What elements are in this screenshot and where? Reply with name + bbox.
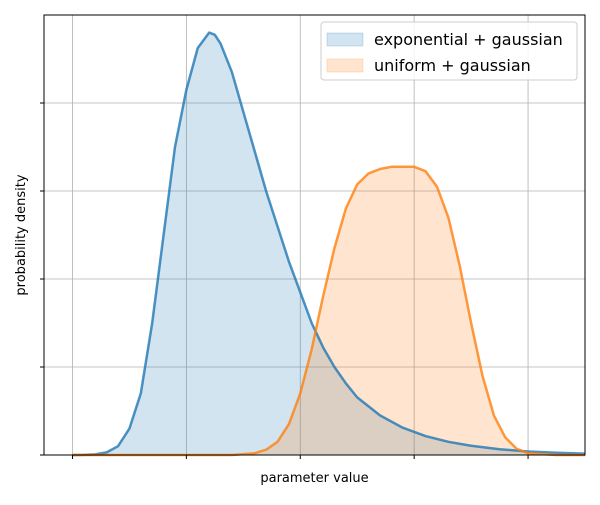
series-area-0 (72, 32, 586, 455)
y-axis-label: probability density (14, 174, 29, 295)
legend: exponential + gaussian uniform + gaussia… (320, 21, 578, 81)
axis-ticks (40, 102, 529, 459)
series-line-0 (72, 31, 586, 457)
legend-label: exponential + gaussian (374, 30, 563, 49)
series-line-1 (72, 165, 585, 457)
legend-box (320, 21, 578, 81)
x-axis-label: parameter value (260, 471, 368, 486)
plot-frame (43, 14, 586, 456)
series-lines (72, 31, 586, 457)
legend-label: uniform + gaussian (374, 56, 531, 75)
legend-swatch (326, 32, 364, 47)
area-fills (72, 32, 586, 456)
series-area-1 (72, 166, 586, 456)
legend-swatch (326, 58, 364, 73)
